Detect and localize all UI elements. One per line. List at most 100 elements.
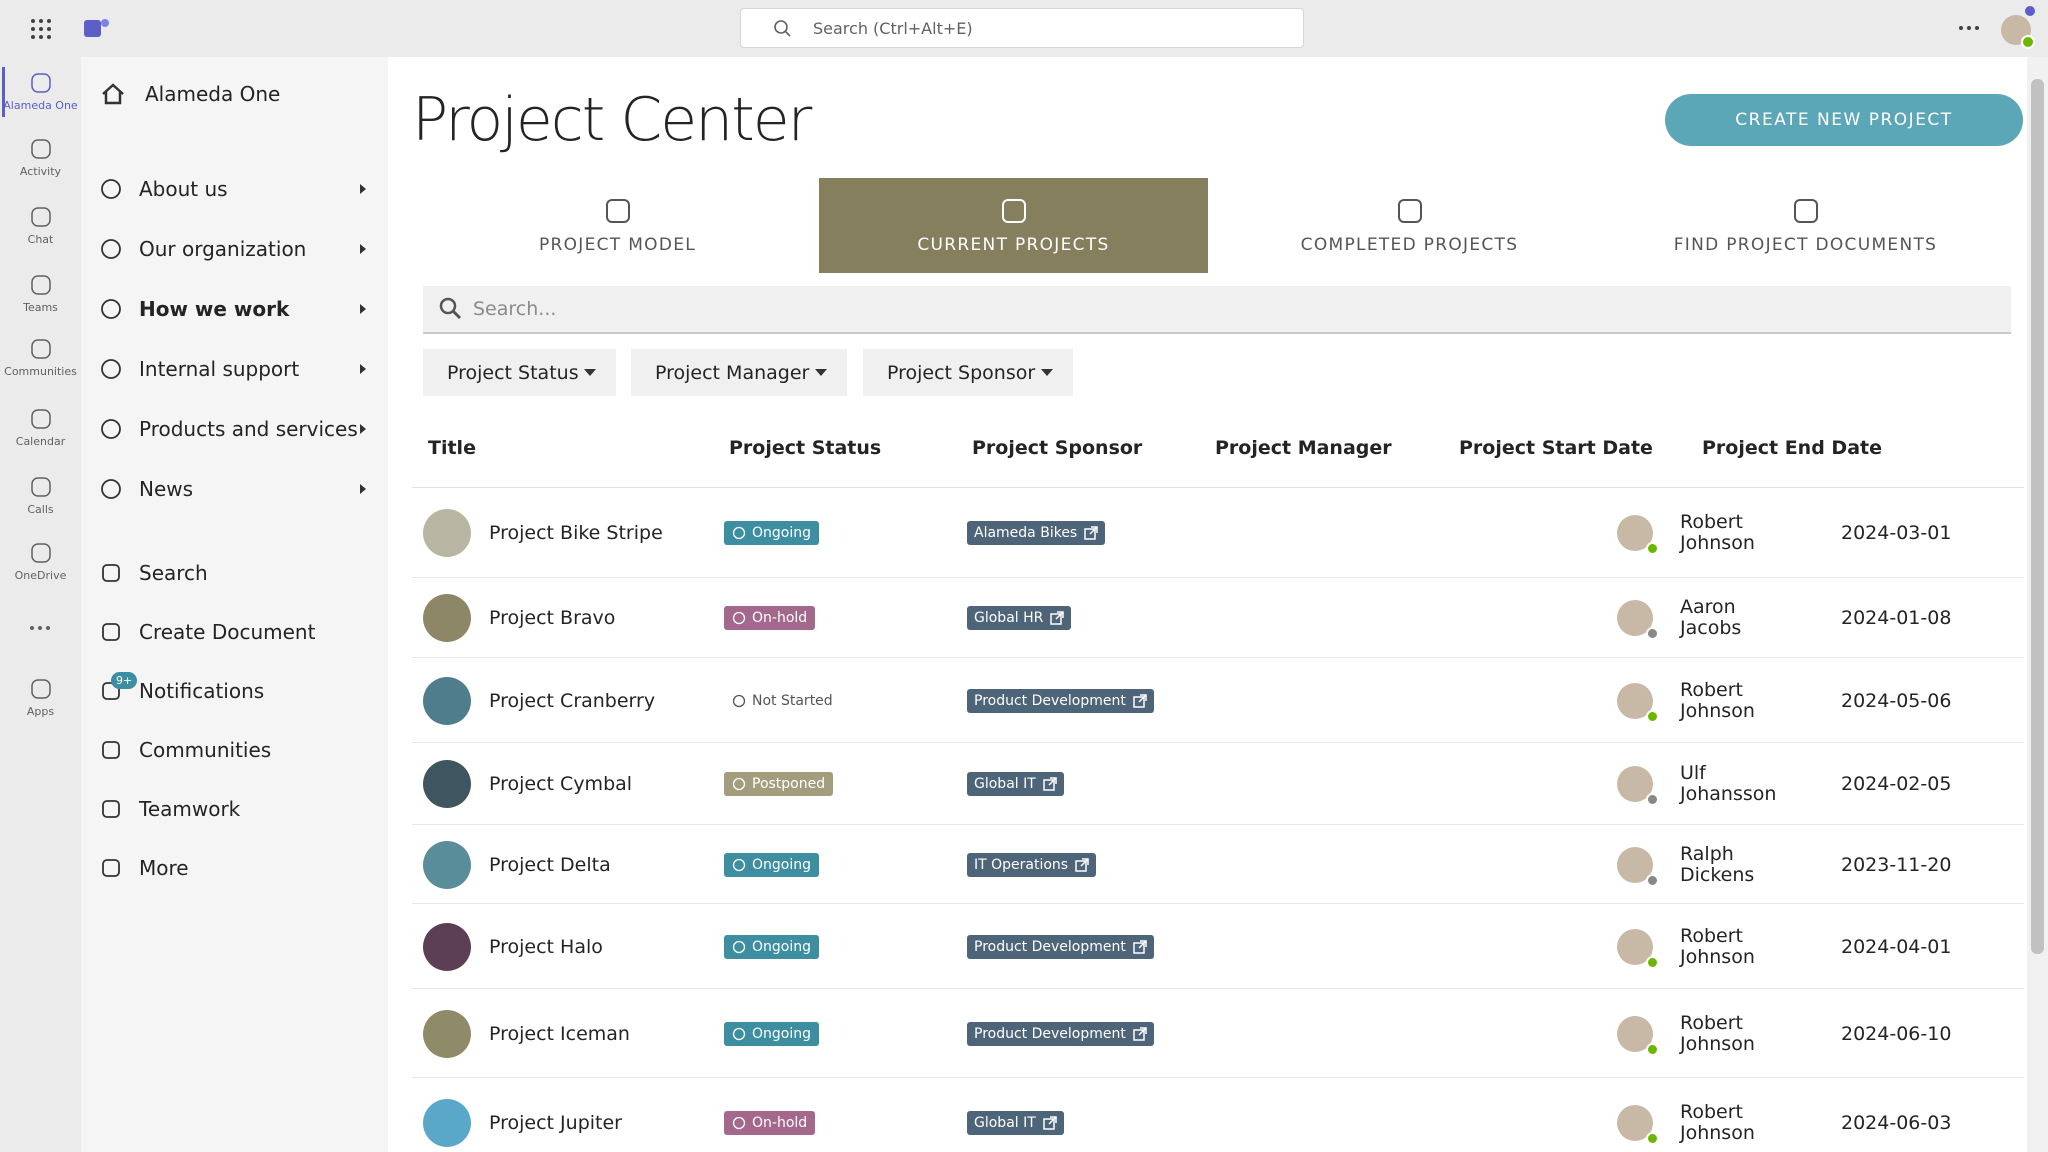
dropdown-arrow <box>815 368 827 376</box>
rail-item[interactable]: Communities <box>0 329 81 391</box>
project-title[interactable]: Project Delta <box>489 853 611 876</box>
nav-item[interactable]: Our organization <box>81 224 388 274</box>
table-row[interactable]: Project Cranberry Not Started Product Deve… <box>412 658 2024 743</box>
presence-indicator <box>1646 709 1659 723</box>
nav-home[interactable]: Alameda One <box>81 69 388 119</box>
nav-icon <box>101 359 121 379</box>
status-badge: Ongoing <box>724 934 819 959</box>
column-header: Project Manager <box>1215 437 1392 459</box>
tab[interactable]: COMPLETED PROJECTS <box>1215 178 1604 273</box>
rail-item[interactable]: Calls <box>0 467 81 529</box>
project-title[interactable]: Project Bike Stripe <box>489 522 663 544</box>
rail-label: Teams <box>23 301 58 314</box>
site-navigation: Alameda One About us Our organization How w… <box>81 57 388 1152</box>
nav-icon <box>101 419 121 439</box>
main-content: Project Center CREATE NEW PROJECT PROJECT … <box>388 57 2027 1152</box>
tab-icon <box>1001 198 1026 223</box>
status-cell: Ongoing <box>724 825 964 904</box>
project-title[interactable]: Project Bravo <box>489 607 616 629</box>
filter-dropdown[interactable]: Project Manager <box>631 349 847 396</box>
table-row[interactable]: Project Bike Stripe Ongoing Alameda Bikes R… <box>412 488 2024 578</box>
sponsor-badge[interactable]: Global IT <box>967 772 1064 796</box>
table-row[interactable]: Project Iceman Ongoing Product Development… <box>412 989 2024 1078</box>
rail-item[interactable]: Activity <box>0 129 81 191</box>
rail-item[interactable]: Alameda One <box>0 63 81 125</box>
sponsor-badge[interactable]: Global HR <box>967 606 1072 630</box>
nav-label: About us <box>139 177 228 201</box>
tab[interactable]: FIND PROJECT DOCUMENTS <box>1611 178 2000 273</box>
sponsor-label: Global HR <box>974 610 1044 626</box>
external-link-icon <box>1133 939 1147 954</box>
project-title[interactable]: Project Cranberry <box>489 689 656 712</box>
nav-tool[interactable]: Teamwork <box>81 784 388 834</box>
nav-item[interactable]: About us <box>81 164 388 214</box>
filter-dropdown[interactable]: Project Status <box>423 349 616 396</box>
search-icon <box>774 20 791 37</box>
nav-tool[interactable]: Create Document <box>81 607 388 657</box>
rail-icon <box>30 679 51 699</box>
filter-dropdown[interactable]: Project Sponsor <box>863 349 1073 396</box>
rail-label: Apps <box>26 705 55 718</box>
project-title[interactable]: Project Jupiter <box>489 1112 622 1134</box>
scrollbar[interactable] <box>2027 57 2048 1152</box>
project-title[interactable]: Project Iceman <box>489 1022 630 1045</box>
title-cell: Project Jupiter <box>423 1078 723 1152</box>
rail-item[interactable]: OneDrive <box>0 533 81 595</box>
nav-tool[interactable]: Communities <box>81 725 388 775</box>
sponsor-badge[interactable]: Alameda Bikes <box>967 521 1106 545</box>
status-label: Ongoing <box>752 856 811 873</box>
sponsor-badge[interactable]: Product Development <box>967 1021 1154 1046</box>
table-row[interactable]: Project Delta Ongoing IT Operations Ralph D… <box>412 825 2024 904</box>
nav-item[interactable]: Internal support <box>81 344 388 394</box>
nav-tool[interactable]: More <box>81 843 388 893</box>
project-title[interactable]: Project Halo <box>489 935 603 958</box>
column-header: Project Start Date <box>1459 437 1653 459</box>
project-title[interactable]: Project Cymbal <box>489 773 633 795</box>
nav-icon <box>101 299 121 319</box>
sponsor-label: Global IT <box>974 1115 1036 1131</box>
app-launcher[interactable] <box>30 18 52 40</box>
sponsor-badge[interactable]: Product Development <box>967 934 1154 959</box>
rail-item[interactable]: Chat <box>0 197 81 259</box>
status-label: Ongoing <box>752 938 811 955</box>
nav-item[interactable]: News <box>81 464 388 514</box>
rail-label: Chat <box>27 233 54 246</box>
create-button[interactable]: CREATE NEW PROJECT <box>1665 94 2023 146</box>
start-cell: 2024-06-10 <box>1841 989 2027 1078</box>
tool-icon <box>102 623 120 641</box>
tab[interactable]: PROJECT MODEL <box>423 178 812 273</box>
sponsor-badge[interactable]: Global IT <box>967 1111 1064 1135</box>
table-row[interactable]: Project Jupiter On-hold Global IT Robert Jo… <box>412 1078 2024 1152</box>
start-date: 2024-05-06 <box>1841 689 1952 712</box>
user-avatar[interactable] <box>1996 2 2042 50</box>
rail-item[interactable]: Calendar <box>0 399 81 461</box>
nav-item[interactable]: How we work <box>81 284 388 334</box>
sponsor-badge[interactable]: IT Operations <box>967 852 1097 877</box>
title-cell: Project Cranberry <box>423 658 723 743</box>
rail-icon <box>30 409 51 429</box>
rail-item[interactable]: Apps <box>0 669 81 731</box>
sponsor-badge[interactable]: Product Development <box>967 688 1154 713</box>
global-search[interactable]: Search (Ctrl+Alt+E) <box>740 8 1304 48</box>
nav-label: How we work <box>139 297 290 321</box>
manager-name: Robert Johnson <box>1680 511 1755 554</box>
more-button[interactable] <box>1958 20 1980 36</box>
nav-item[interactable]: Products and services <box>81 404 388 454</box>
tab-label: CURRENT PROJECTS <box>917 234 1110 255</box>
tab[interactable]: CURRENT PROJECTS <box>819 178 1208 273</box>
search-placeholder: Search... <box>473 298 557 320</box>
manager-cell: Robert Johnson <box>1617 658 1817 743</box>
filter-label: Project Status <box>447 361 579 384</box>
table-row[interactable]: Project Cymbal Postponed Global IT Ulf Joha… <box>412 743 2024 825</box>
scroll-thumb[interactable] <box>2031 79 2044 954</box>
rail-item[interactable]: Teams <box>0 265 81 327</box>
sponsor-label: Global IT <box>974 776 1036 792</box>
nav-icon <box>101 479 121 499</box>
expand-arrow <box>360 304 366 314</box>
table-row[interactable]: Project Bravo On-hold Global HR Aaron Jacob… <box>412 578 2024 658</box>
table-row[interactable]: Project Halo Ongoing Product Development Ro… <box>412 904 2024 989</box>
nav-tool[interactable]: Search <box>81 548 388 598</box>
list-search[interactable]: Search... <box>423 286 2011 334</box>
presence-indicator <box>1646 542 1659 555</box>
nav-tool[interactable]: Notifications <box>81 666 388 716</box>
